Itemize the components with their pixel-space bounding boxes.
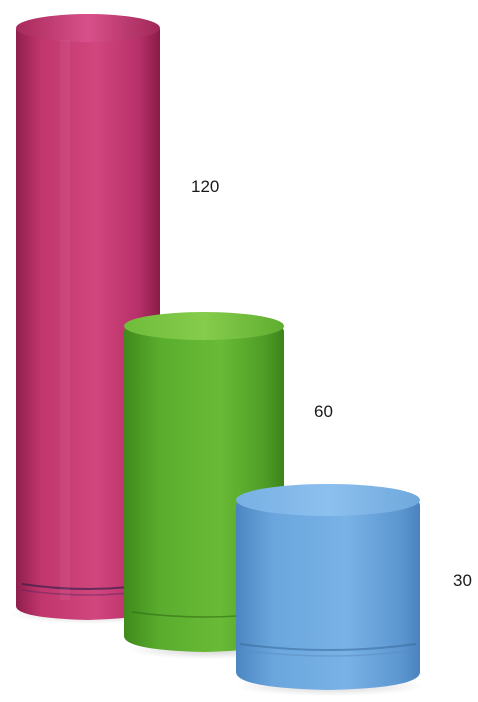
height-label-medium: 60 (314, 402, 333, 421)
height-label-tall: 120 (191, 177, 220, 196)
cylinder-short (236, 484, 420, 690)
height-label-short: 30 (453, 571, 472, 590)
